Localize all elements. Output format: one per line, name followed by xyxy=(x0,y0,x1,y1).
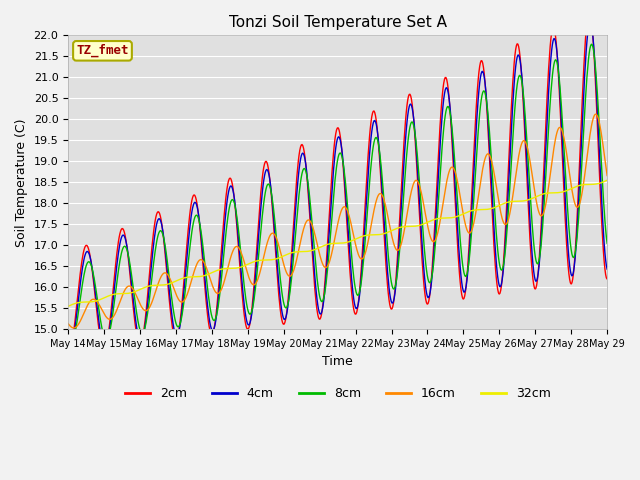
Y-axis label: Soil Temperature (C): Soil Temperature (C) xyxy=(15,118,28,247)
Text: TZ_fmet: TZ_fmet xyxy=(76,44,129,58)
Title: Tonzi Soil Temperature Set A: Tonzi Soil Temperature Set A xyxy=(228,15,447,30)
Legend: 2cm, 4cm, 8cm, 16cm, 32cm: 2cm, 4cm, 8cm, 16cm, 32cm xyxy=(120,383,556,406)
X-axis label: Time: Time xyxy=(323,355,353,368)
